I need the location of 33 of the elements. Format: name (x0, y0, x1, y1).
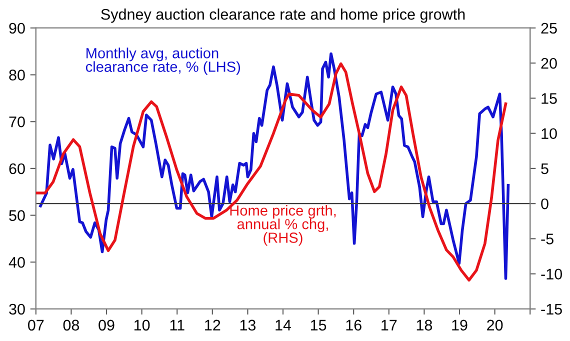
y2-tick-label: -10 (541, 268, 562, 280)
x-tick-label: 17 (382, 320, 397, 330)
x-tick-label: 12 (205, 320, 220, 330)
y-tick-label: 50 (9, 210, 25, 221)
y2-tick-label: -15 (541, 304, 562, 315)
x-tick-label: 14 (276, 320, 292, 330)
y2-tick-label: 25 (541, 22, 557, 34)
y2-tick-label: 0 (541, 198, 548, 210)
x-tick-label: 18 (416, 320, 432, 331)
x-tick-label: 20 (487, 320, 503, 331)
text: Monthly avg, auction clearance rate, % (LHS) (86, 48, 240, 75)
y2-tick-label: 5 (541, 163, 548, 174)
chart-title: Sydney auction clearance rate and home price growth (101, 8, 465, 23)
series-label: Home price grth, annual % chg, (RHS) (230, 204, 336, 246)
y-tick-label: 90 (9, 22, 25, 34)
y-tick-label: 30 (9, 304, 25, 315)
x-tick-label: 08 (63, 320, 80, 331)
x-tick-label: 10 (134, 320, 150, 331)
y2-tick-label: 15 (542, 93, 557, 104)
x-tick-label: 11 (170, 320, 184, 330)
x-tick-label: 09 (98, 320, 114, 331)
x-tick-label: 15 (310, 320, 326, 331)
y2-tick-label: -5 (541, 234, 554, 244)
y2-tick-label: 10 (542, 128, 557, 140)
x-tick-label: 16 (346, 320, 362, 331)
x-tick-label: 07 (28, 320, 44, 331)
y-tick-label: 80 (9, 70, 25, 80)
y-tick-label: 40 (8, 256, 25, 268)
y2-tick-label: 20 (541, 58, 557, 69)
y-tick-label: 70 (9, 116, 25, 128)
x-tick-label: 13 (240, 320, 256, 331)
y-tick-label: 60 (9, 163, 25, 174)
x-tick-label: 19 (452, 320, 468, 331)
